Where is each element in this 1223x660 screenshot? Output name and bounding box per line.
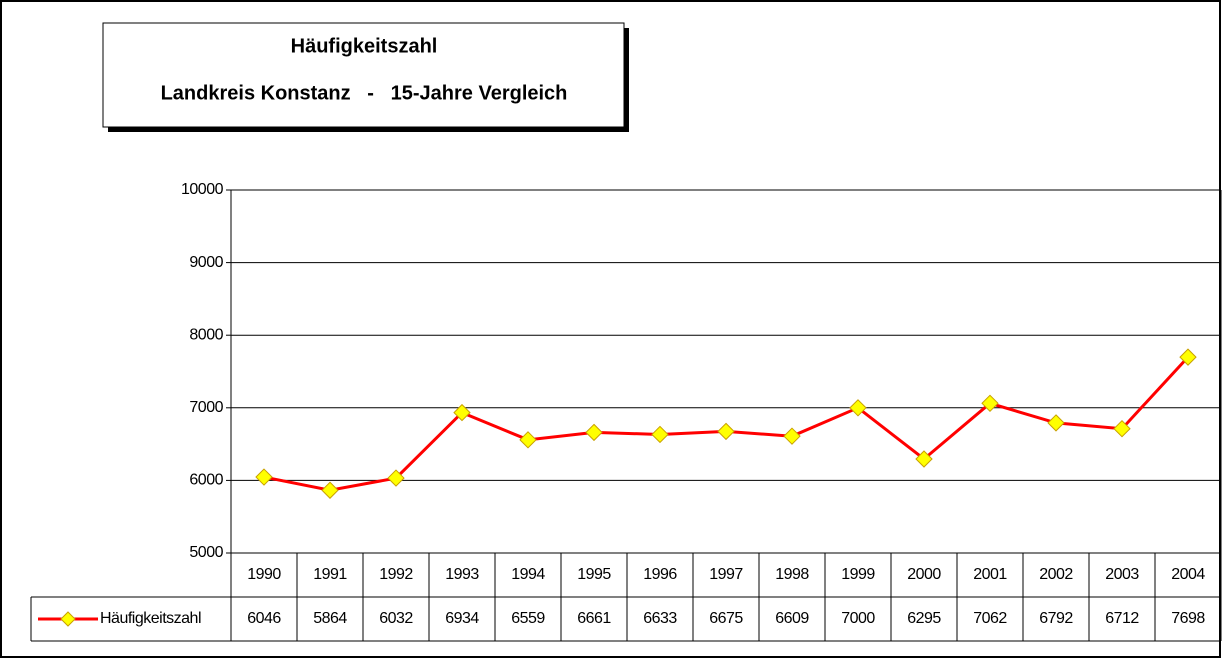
x-tick-label: 1992 bbox=[379, 566, 413, 583]
table-value: 5864 bbox=[313, 610, 347, 627]
marker bbox=[519, 431, 537, 449]
x-tick-label: 1997 bbox=[709, 566, 743, 583]
x-tick-label: 1991 bbox=[313, 566, 347, 583]
legend-marker bbox=[60, 611, 76, 627]
title-box bbox=[102, 22, 625, 128]
x-tick-label: 2003 bbox=[1105, 566, 1139, 583]
marker bbox=[321, 481, 339, 499]
chart-title: Häufigkeitszahl bbox=[291, 35, 438, 57]
legend-label: Häufigkeitszahl bbox=[100, 610, 201, 627]
x-tick-label: 1990 bbox=[247, 566, 281, 583]
y-tick-label: 9000 bbox=[189, 254, 223, 271]
y-tick-label: 6000 bbox=[189, 472, 223, 489]
marker bbox=[849, 399, 867, 417]
chart-subtitle: Landkreis Konstanz - 15-Jahre Vergleich bbox=[161, 82, 568, 104]
marker bbox=[915, 450, 933, 468]
marker bbox=[1047, 414, 1065, 432]
table-value: 7698 bbox=[1171, 610, 1205, 627]
marker bbox=[717, 422, 735, 441]
x-tick-label: 2004 bbox=[1171, 566, 1205, 583]
table-value: 6661 bbox=[577, 610, 611, 627]
y-tick-label: 7000 bbox=[189, 399, 223, 416]
marker bbox=[585, 423, 603, 442]
marker bbox=[255, 468, 273, 486]
x-tick-label: 1994 bbox=[511, 566, 545, 583]
table-value: 6046 bbox=[247, 610, 281, 627]
x-tick-label: 1996 bbox=[643, 566, 677, 583]
table-value: 6295 bbox=[907, 610, 941, 627]
x-tick-label: 1998 bbox=[775, 566, 809, 583]
x-tick-label: 1993 bbox=[445, 566, 479, 583]
table-value: 6792 bbox=[1039, 610, 1073, 627]
table-value: 7000 bbox=[841, 610, 875, 627]
table-value: 6609 bbox=[775, 610, 809, 627]
marker bbox=[453, 403, 471, 422]
marker bbox=[1113, 420, 1131, 438]
marker bbox=[1179, 348, 1197, 366]
y-tick-label: 10000 bbox=[181, 181, 224, 198]
table-value: 6675 bbox=[709, 610, 743, 627]
marker bbox=[651, 425, 669, 444]
table-value: 6633 bbox=[643, 610, 677, 627]
x-tick-label: 1999 bbox=[841, 566, 875, 583]
table-value: 6934 bbox=[445, 610, 479, 627]
table-value: 6559 bbox=[511, 610, 545, 627]
x-tick-label: 2002 bbox=[1039, 566, 1073, 583]
table-value: 7062 bbox=[973, 610, 1007, 627]
table-value: 6712 bbox=[1105, 610, 1139, 627]
table-value: 6032 bbox=[379, 610, 413, 627]
marker bbox=[387, 469, 405, 487]
x-tick-label: 1995 bbox=[577, 566, 611, 583]
marker bbox=[783, 427, 801, 445]
y-tick-label: 5000 bbox=[189, 544, 223, 561]
marker bbox=[981, 394, 999, 413]
y-tick-label: 8000 bbox=[189, 326, 223, 343]
x-tick-label: 2000 bbox=[907, 566, 941, 583]
x-tick-label: 2001 bbox=[973, 566, 1007, 583]
